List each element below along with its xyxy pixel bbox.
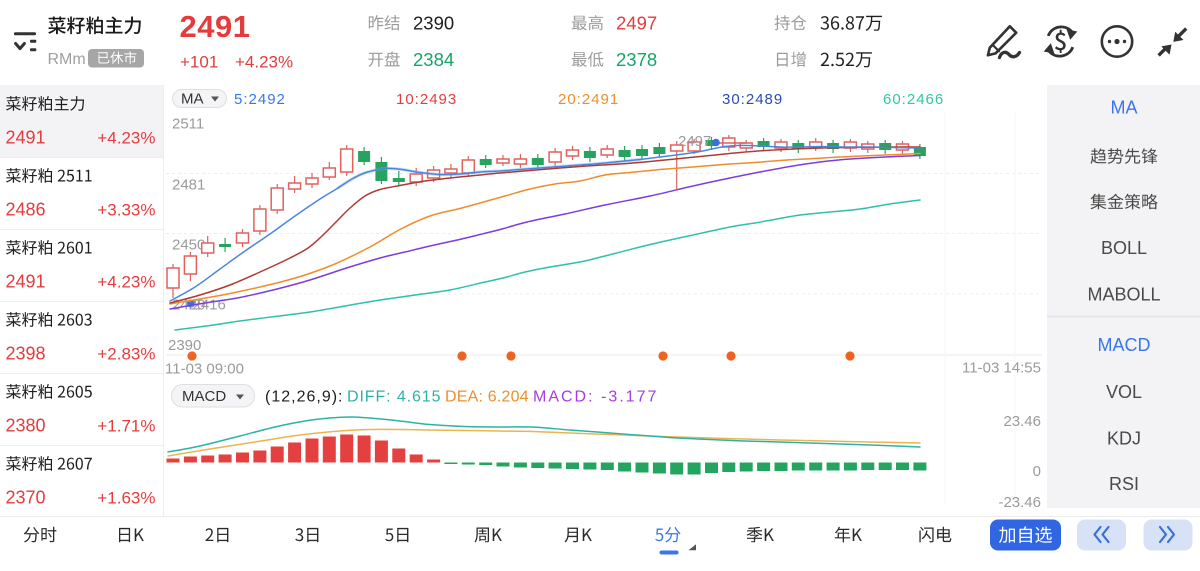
svg-text:+3.33%: +3.33% (97, 201, 155, 220)
svg-text:2481: 2481 (172, 177, 205, 194)
svg-text:+4.23%: +4.23% (97, 129, 155, 148)
svg-text:2486: 2486 (6, 200, 46, 220)
svg-text:MABOLL: MABOLL (1087, 285, 1160, 305)
svg-text:RSI: RSI (1109, 474, 1139, 494)
svg-text:11-03 14:55: 11-03 14:55 (962, 360, 1041, 377)
svg-text:MACD: -3.177: MACD: -3.177 (533, 389, 658, 406)
svg-text:DIFF: 4.615: DIFF: 4.615 (347, 389, 441, 406)
svg-text:2380: 2380 (6, 416, 46, 436)
svg-text:2491: 2491 (6, 272, 46, 292)
svg-text:2450: 2450 (172, 237, 205, 254)
svg-text:2370: 2370 (6, 488, 46, 508)
svg-text:MA: MA (1111, 98, 1138, 118)
svg-text:+1.71%: +1.71% (97, 417, 155, 436)
svg-text:+1.63%: +1.63% (97, 489, 155, 508)
svg-text:+4.23%: +4.23% (235, 53, 293, 72)
svg-text:30:2489: 30:2489 (722, 91, 783, 108)
svg-text:(12,26,9):: (12,26,9): (265, 389, 343, 406)
svg-text:+2.83%: +2.83% (97, 345, 155, 364)
svg-text:MACD: MACD (1098, 335, 1151, 355)
svg-text:2491: 2491 (180, 9, 251, 44)
svg-text:2398: 2398 (6, 344, 46, 364)
svg-text:23.46: 23.46 (1003, 413, 1041, 430)
svg-text:10:2493: 10:2493 (396, 91, 457, 108)
svg-text:11-03 09:00: 11-03 09:00 (165, 361, 244, 378)
svg-text:2497: 2497 (678, 133, 711, 150)
svg-text:+4.23%: +4.23% (97, 273, 155, 292)
svg-text:0: 0 (1033, 463, 1041, 480)
svg-text:5:2492: 5:2492 (234, 91, 286, 108)
svg-text:+101: +101 (180, 53, 218, 72)
svg-text:2497: 2497 (616, 13, 657, 34)
svg-text:BOLL: BOLL (1101, 238, 1147, 258)
svg-text:KDJ: KDJ (1107, 429, 1141, 449)
svg-text:20:2491: 20:2491 (558, 91, 619, 108)
svg-text:2384: 2384 (413, 49, 454, 70)
svg-text:-23.46: -23.46 (998, 494, 1041, 511)
svg-text:MACD: MACD (182, 388, 226, 405)
svg-text:DEA: 6.204: DEA: 6.204 (445, 389, 529, 406)
svg-text:2511: 2511 (172, 116, 204, 133)
svg-text:60:2466: 60:2466 (883, 91, 944, 108)
svg-text:2390: 2390 (413, 13, 454, 34)
svg-text:2390: 2390 (168, 337, 201, 354)
svg-text:2378: 2378 (616, 49, 657, 70)
svg-text:RMm: RMm (48, 51, 86, 68)
svg-text:2491: 2491 (6, 128, 46, 148)
svg-text:MA: MA (181, 91, 204, 108)
svg-text:VOL: VOL (1106, 382, 1142, 402)
